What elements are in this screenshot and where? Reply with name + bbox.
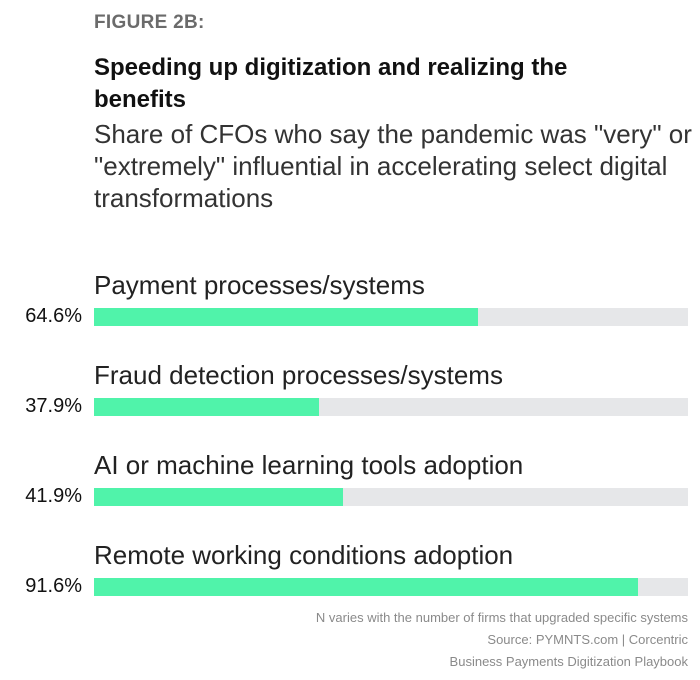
- category-label: Remote working conditions adoption: [94, 540, 514, 570]
- bar: [94, 578, 639, 596]
- bar-track: [94, 308, 688, 326]
- note-source: Source: PYMNTS.com | Corcentric: [487, 632, 688, 647]
- note-n: N varies with the number of firms that u…: [315, 610, 688, 625]
- chart-title: Speeding up digitization and realizing t…: [94, 54, 568, 113]
- bar: [94, 398, 320, 416]
- chart-subtitle: Share of CFOs who say the pandemic was "…: [94, 119, 692, 213]
- category-label: Payment processes/systems: [94, 270, 425, 300]
- category-label: Fraud detection processes/systems: [94, 360, 503, 390]
- figure-label: FIGURE 2B:: [94, 12, 205, 33]
- bar-track: [94, 578, 688, 596]
- value-label: 91.6%: [25, 575, 82, 597]
- category-label: AI or machine learning tools adoption: [94, 450, 524, 480]
- value-label: 37.9%: [25, 395, 82, 417]
- bar-track: [94, 488, 688, 506]
- bar: [94, 308, 478, 326]
- note-publication: Business Payments Digitization Playbook: [449, 654, 688, 669]
- bar: [94, 488, 343, 506]
- value-label: 64.6%: [25, 305, 82, 327]
- value-label: 41.9%: [25, 485, 82, 507]
- bar-track: [94, 398, 688, 416]
